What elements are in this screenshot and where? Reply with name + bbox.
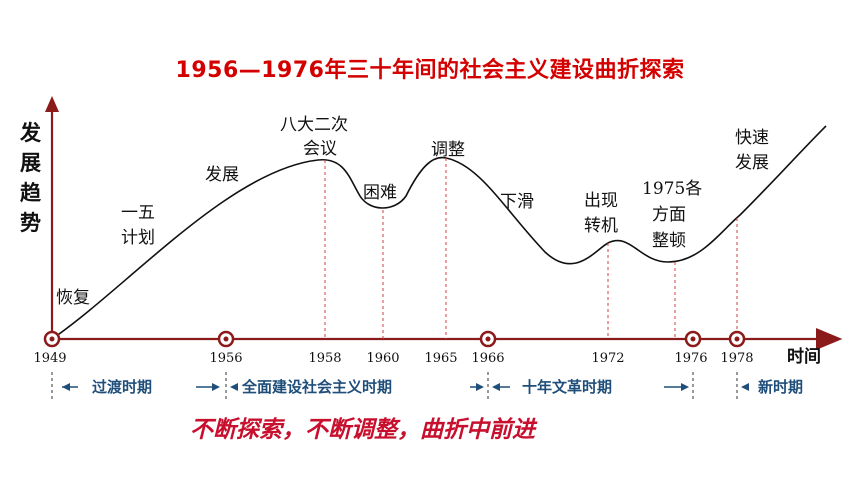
label-rapid-growth-1: 快速 <box>735 128 769 148</box>
label-rapid-growth-2: 发展 <box>735 153 769 173</box>
period-separators <box>51 372 738 400</box>
milestone-dot-1978 <box>728 330 746 348</box>
trend-curve <box>51 125 827 340</box>
y-axis-arrow-icon <box>45 96 59 112</box>
period-label-socialist-construction: 全面建设社会主义时期 <box>241 378 392 396</box>
period-label-cultural-revolution: 十年文革时期 <box>522 378 612 396</box>
period-transition: 过渡时期 <box>62 378 220 396</box>
period-new-era: 新时期 <box>741 378 803 396</box>
page-title: 1956—1976年三十年间的社会主义建设曲折探索 <box>175 58 685 83</box>
period-label-transition: 过渡时期 <box>92 378 152 396</box>
milestone-dot-1966 <box>479 330 497 348</box>
year-label-1965: 1965 <box>424 351 457 366</box>
label-eighth-congress-2: 会议 <box>303 139 337 159</box>
year-label-1972: 1972 <box>591 351 624 366</box>
y-axis-label-1: 发 <box>19 120 42 145</box>
period-socialist-construction: 全面建设社会主义时期 <box>230 378 484 396</box>
milestone-dot-1949 <box>43 330 61 348</box>
x-axis-label: 时间 <box>787 346 821 367</box>
label-five-year-1: 一五 <box>121 203 155 223</box>
year-label-1949: 1949 <box>33 351 66 366</box>
period-cultural-revolution: 十年文革时期 <box>492 378 689 396</box>
guide-lines <box>324 158 738 339</box>
year-label-1956: 1956 <box>209 351 242 366</box>
slogan: 不断探索，不断调整，曲折中前进 <box>190 416 538 443</box>
y-axis-label-2: 展 <box>20 150 41 175</box>
period-label-new-era: 新时期 <box>758 378 803 396</box>
milestone-dots <box>43 330 746 348</box>
label-turning-point-1: 出现 <box>584 191 618 211</box>
label-recover: 恢复 <box>56 288 90 308</box>
label-five-year-2: 计划 <box>121 228 155 248</box>
label-turning-point-2: 转机 <box>584 216 618 236</box>
y-axis-label-4: 势 <box>20 210 41 235</box>
milestone-dot-1976 <box>684 330 702 348</box>
year-label-1976: 1976 <box>674 351 707 366</box>
label-rectify-1975-3: 整顿 <box>652 231 686 251</box>
year-label-1966: 1966 <box>471 351 504 366</box>
label-rectify-1975-2: 方面 <box>652 205 686 225</box>
label-develop: 发展 <box>205 165 239 185</box>
label-eighth-congress-1: 八大二次 <box>280 115 348 135</box>
y-axis-label-3: 趋 <box>20 180 42 205</box>
milestone-dot-1956 <box>217 330 235 348</box>
year-label-1958: 1958 <box>308 351 341 366</box>
label-decline: 下滑 <box>500 192 534 212</box>
label-adjust: 调整 <box>431 140 465 160</box>
label-rectify-1975-1: 1975各 <box>642 179 702 199</box>
year-label-1960: 1960 <box>366 351 399 366</box>
label-difficulty: 困难 <box>363 183 397 203</box>
year-label-1978: 1978 <box>720 351 753 366</box>
